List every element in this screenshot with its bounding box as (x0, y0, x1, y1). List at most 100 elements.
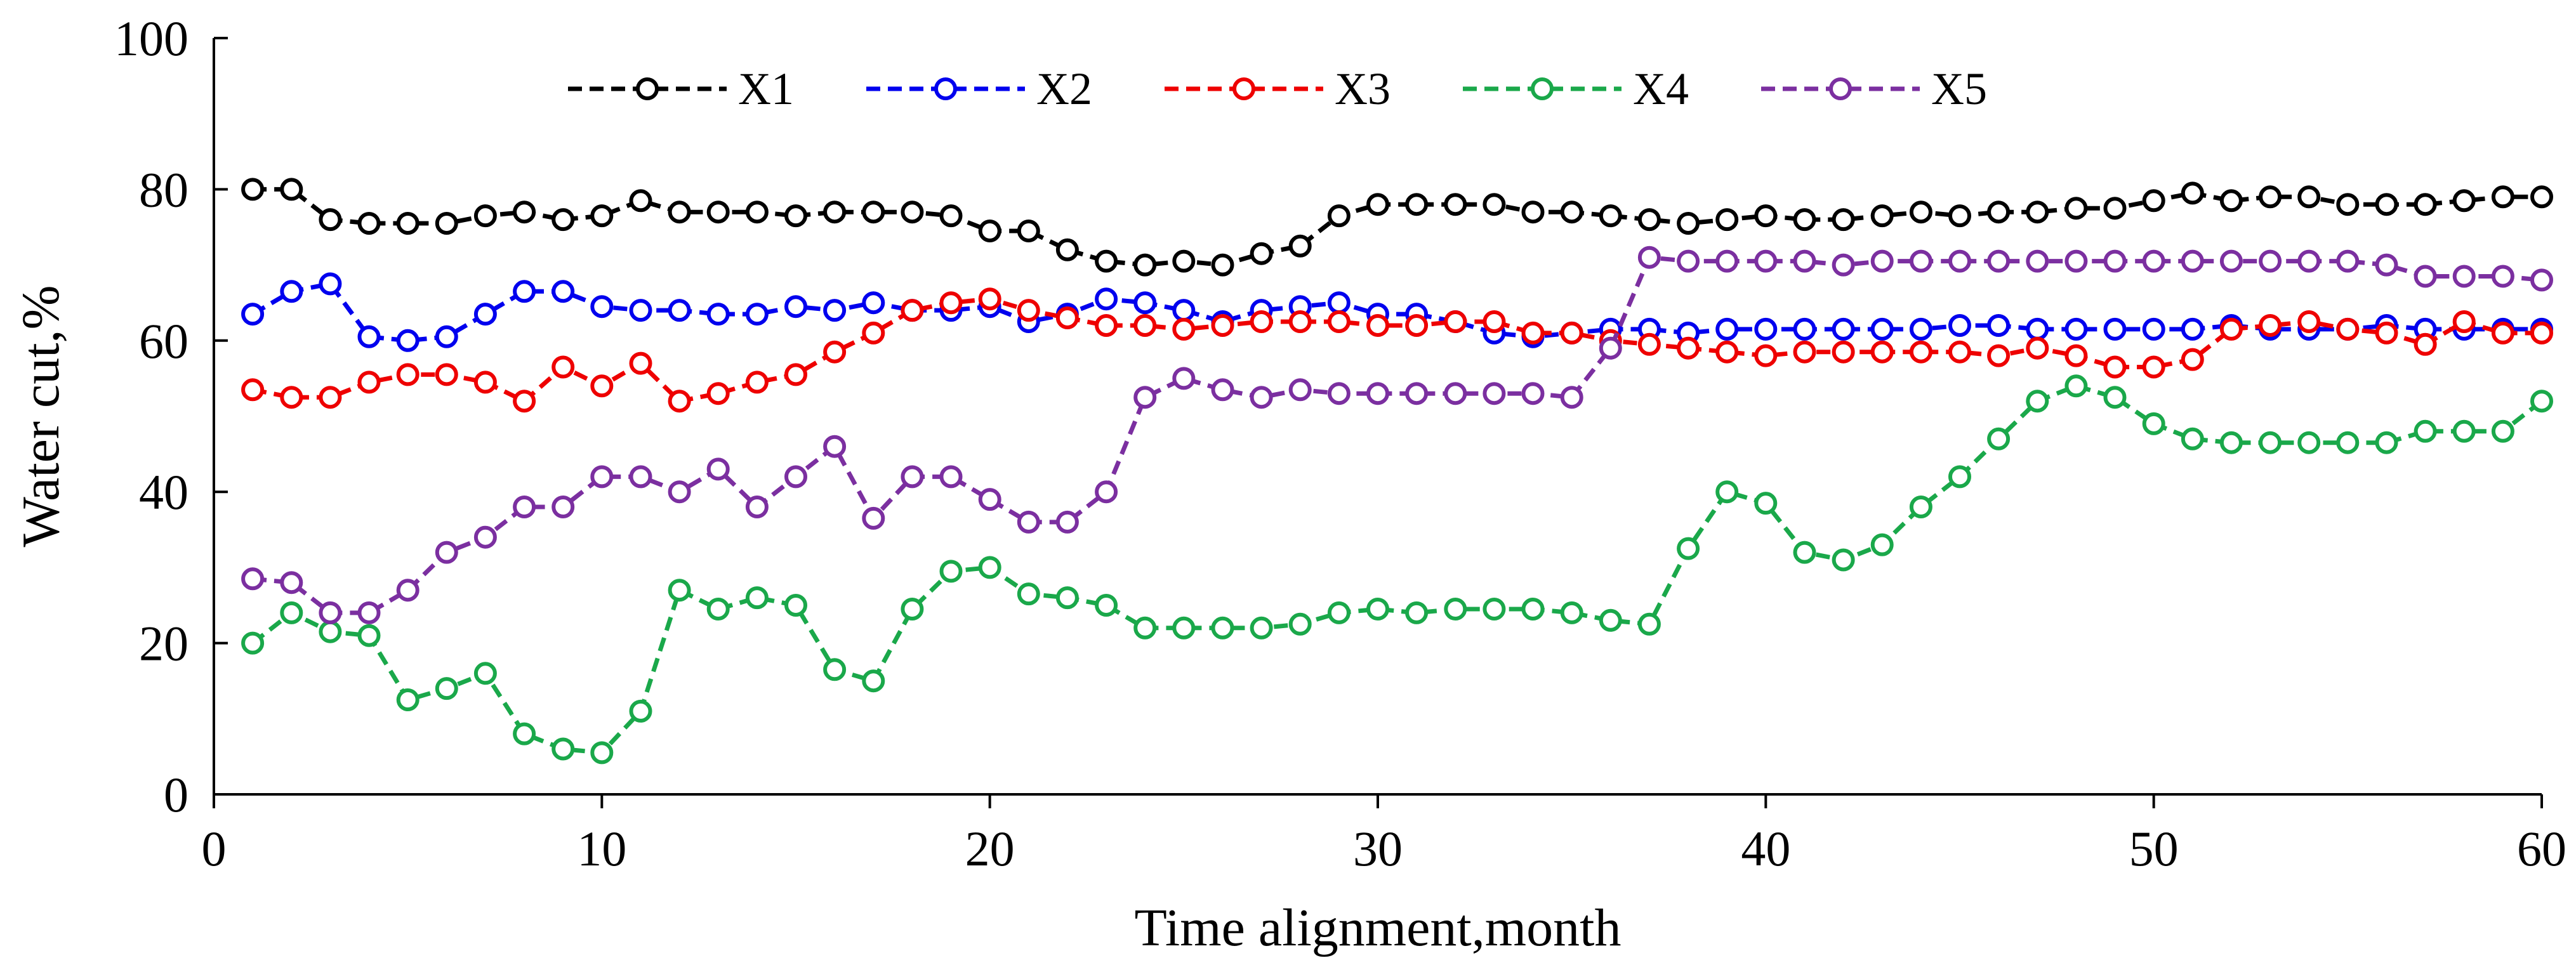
data-point (1444, 382, 1467, 405)
data-point (357, 371, 381, 394)
x-tick-label: 10 (577, 821, 626, 876)
data-point (1637, 208, 1661, 232)
data-point (1521, 382, 1545, 405)
data-point (2336, 317, 2360, 341)
data-point (1832, 317, 1855, 341)
x-tick-label: 0 (202, 821, 227, 876)
data-point (2181, 249, 2204, 273)
data-point (1405, 193, 1429, 216)
x-tick-label: 60 (2517, 821, 2566, 876)
data-point (2259, 431, 2282, 454)
data-point (823, 340, 847, 364)
data-point (1327, 382, 1351, 405)
data-point (1405, 601, 1429, 624)
data-point (1250, 310, 1273, 333)
data-point (1909, 317, 1932, 341)
data-point (629, 351, 652, 375)
data-point (319, 601, 342, 624)
data-point (901, 465, 924, 489)
data-point (2259, 249, 2282, 273)
legend-item-x5: X5 (1761, 63, 1987, 114)
legend-label: X1 (738, 63, 794, 114)
series-x5 (241, 246, 2553, 624)
data-point (2219, 189, 2243, 213)
series-x3 (241, 287, 2553, 413)
data-point (1948, 465, 1971, 489)
data-point (1211, 616, 1234, 640)
data-point (901, 598, 924, 621)
data-point (2142, 412, 2165, 435)
data-point (1677, 249, 1700, 273)
data-point (2452, 419, 2476, 443)
data-point (862, 200, 885, 224)
data-point (1677, 212, 1700, 235)
data-point (2064, 197, 2088, 220)
data-point (1715, 208, 1739, 232)
x-tick-label: 30 (1353, 821, 1403, 876)
data-point (396, 329, 419, 352)
data-point (823, 200, 847, 224)
data-point (552, 208, 575, 232)
y-tick-label: 0 (164, 767, 188, 822)
data-point (513, 390, 536, 413)
data-point (629, 299, 652, 322)
data-point (1832, 208, 1855, 232)
data-point (2375, 253, 2398, 277)
legend-item-x4: X4 (1463, 63, 1689, 114)
data-point (435, 212, 458, 235)
data-point (1405, 382, 1429, 405)
data-point (2219, 431, 2243, 454)
data-point (280, 601, 303, 624)
data-point (1793, 208, 1816, 232)
x-ticks: 0 10 20 30 40 50 60 (202, 794, 2566, 876)
data-point (2375, 193, 2398, 216)
data-point (280, 178, 303, 201)
data-point (1832, 340, 1855, 364)
data-point (1483, 310, 1506, 333)
data-point (590, 295, 614, 319)
data-point (2026, 200, 2049, 224)
data-point (1055, 306, 1079, 329)
legend-item-x1: X1 (568, 63, 794, 114)
data-point (1055, 238, 1079, 261)
data-point (2297, 310, 2321, 333)
data-point (1832, 548, 1855, 572)
data-point (862, 669, 885, 693)
data-point (2375, 431, 2398, 454)
data-point (668, 200, 691, 224)
data-point (513, 722, 536, 745)
data-point (668, 480, 691, 504)
data-point (1055, 586, 1079, 610)
data-point (1560, 386, 1583, 409)
data-point (241, 631, 265, 655)
data-point (629, 189, 652, 213)
data-point (745, 496, 769, 518)
data-point (2219, 317, 2243, 341)
data-point (823, 658, 847, 681)
data-point (1909, 496, 1932, 518)
legend-label: X4 (1633, 63, 1689, 114)
y-tick-label: 80 (139, 162, 188, 217)
data-point (784, 295, 807, 319)
data-point (2103, 197, 2127, 220)
data-point (901, 299, 924, 322)
data-point (1133, 253, 1157, 277)
data-point (1987, 314, 2011, 337)
data-point (668, 579, 691, 602)
data-point (862, 506, 885, 530)
data-point (319, 620, 342, 643)
data-point (978, 287, 1001, 311)
data-point (1250, 386, 1273, 409)
data-point (1483, 598, 1506, 621)
data-point (1250, 242, 1273, 265)
data-point (1211, 253, 1234, 277)
data-point (2103, 249, 2127, 273)
series-x1 (241, 178, 2553, 277)
data-point (357, 624, 381, 647)
data-point (396, 363, 419, 386)
data-point (2491, 321, 2514, 345)
data-point (1909, 200, 1932, 224)
data-point (1172, 367, 1196, 390)
data-point (1327, 204, 1351, 228)
data-point (1754, 249, 1778, 273)
